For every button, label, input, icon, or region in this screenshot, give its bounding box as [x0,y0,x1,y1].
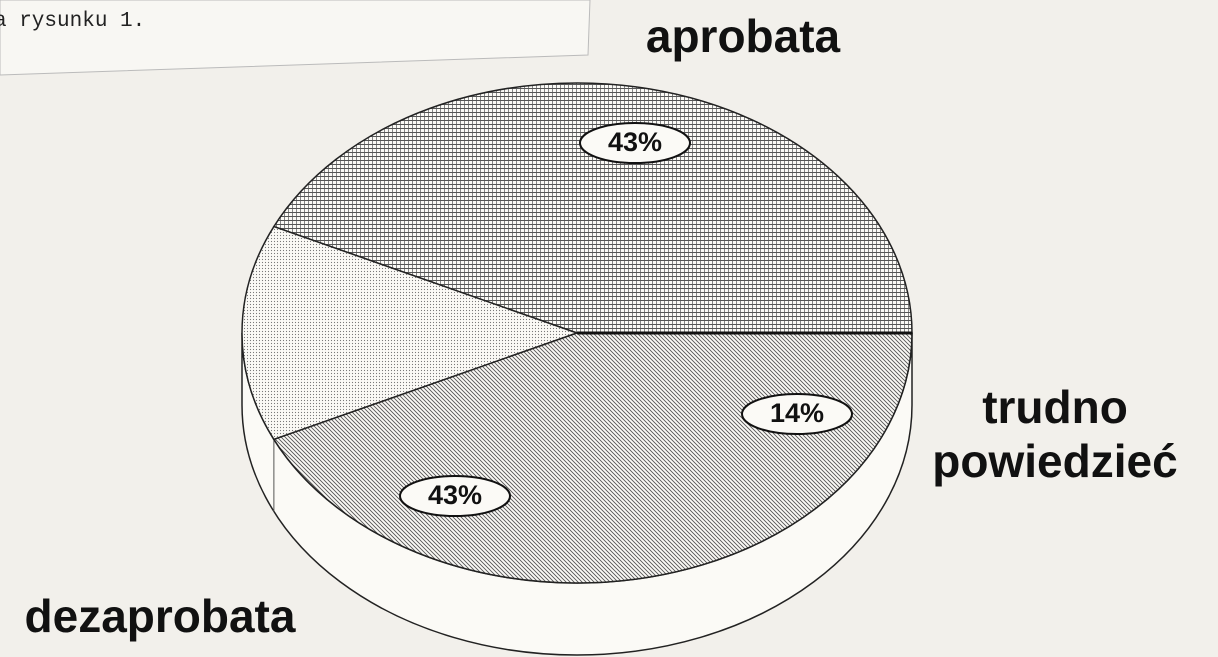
category-label: trudno powiedzieć [932,381,1178,487]
pie-slice [272,332,913,584]
pie-slice [272,82,913,334]
value-label: 43% [608,127,662,157]
value-label-bg [741,393,853,435]
value-label-bg [579,122,691,164]
paper-scrap [0,0,591,76]
value-label: 43% [428,480,482,510]
category-label: dezaprobata [25,590,296,642]
category-label: aprobata [646,10,841,62]
value-label: 14% [770,398,824,428]
pie-slice [241,225,580,441]
value-label-bg [399,475,511,517]
caption: a rysunku 1. [0,10,145,33]
